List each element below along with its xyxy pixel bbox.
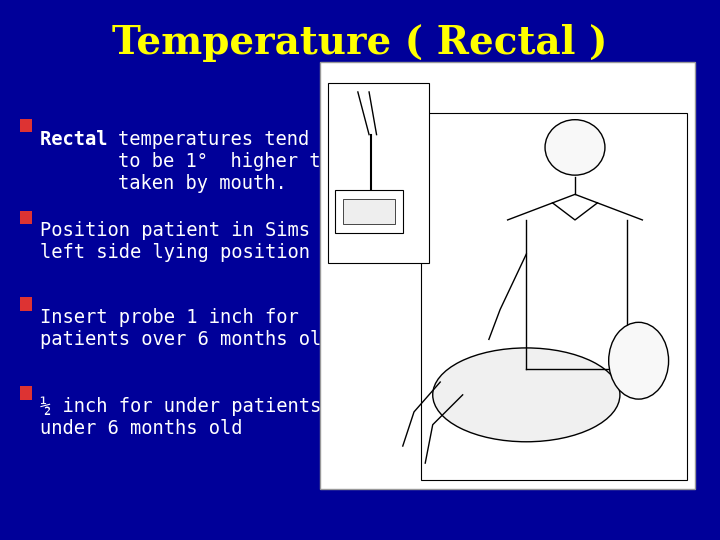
FancyBboxPatch shape [20, 297, 32, 310]
FancyBboxPatch shape [20, 119, 32, 132]
Bar [336, 190, 402, 233]
Bar [320, 62, 695, 489]
Bar [328, 83, 429, 262]
Ellipse shape [433, 348, 620, 442]
Bar [343, 199, 395, 224]
Text: Rectal: Rectal [40, 130, 118, 148]
FancyBboxPatch shape [20, 386, 32, 400]
Text: Insert probe 1 inch for
patients over 6 months old: Insert probe 1 inch for patients over 6 … [40, 308, 332, 349]
Ellipse shape [608, 322, 669, 399]
Text: Position patient in Sims (
left side lying position: Position patient in Sims ( left side lyi… [40, 221, 332, 262]
Text: Temperature ( Rectal ): Temperature ( Rectal ) [112, 24, 608, 62]
Bar [421, 113, 688, 480]
Ellipse shape [545, 120, 605, 175]
Text: ½ inch for under patients
under 6 months old: ½ inch for under patients under 6 months… [40, 397, 321, 438]
Text: temperatures tend
to be 1°  higher than when
taken by mouth.: temperatures tend to be 1° higher than w… [118, 130, 411, 193]
FancyBboxPatch shape [20, 211, 32, 224]
